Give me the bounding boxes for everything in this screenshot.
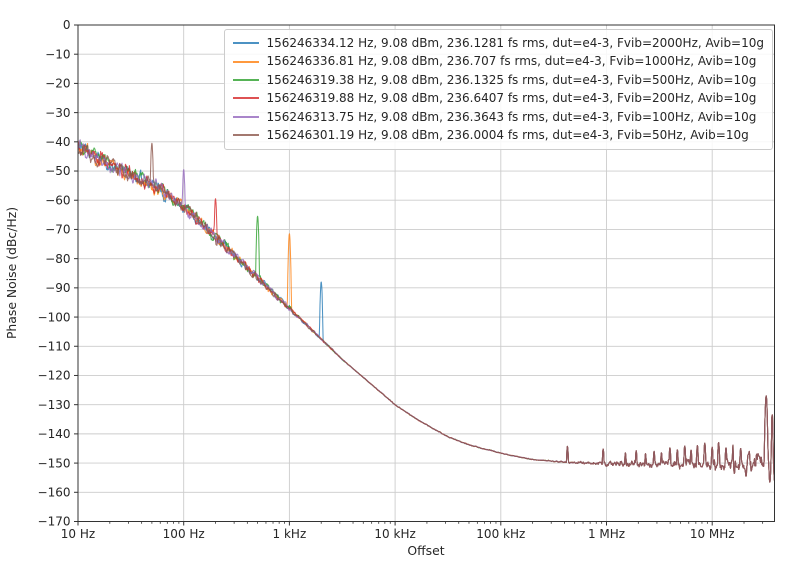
legend-entry-label: 156246319.38 Hz, 9.08 dBm, 236.1325 fs r… <box>266 72 757 87</box>
legend-entry: 156246319.88 Hz, 9.08 dBm, 236.6407 fs r… <box>233 89 764 107</box>
x-tick-label: 100 kHz <box>476 527 525 541</box>
legend-line-sample <box>233 134 260 137</box>
legend-entry-label: 156246301.19 Hz, 9.08 dBm, 236.0004 fs r… <box>266 127 749 142</box>
legend-entry: 156246334.12 Hz, 9.08 dBm, 236.1281 fs r… <box>233 34 764 52</box>
y-tick-label: −170 <box>38 515 71 529</box>
y-tick-label: −50 <box>45 164 70 178</box>
y-tick-label: −10 <box>45 47 70 61</box>
y-tick-label: −70 <box>45 223 70 237</box>
y-tick-label: −140 <box>38 427 71 441</box>
y-tick-label: −150 <box>38 456 71 470</box>
legend-entry-label: 156246336.81 Hz, 9.08 dBm, 236.707 fs rm… <box>266 54 757 69</box>
legend-entry: 156246336.81 Hz, 9.08 dBm, 236.707 fs rm… <box>233 52 764 70</box>
x-tick-label: 1 kHz <box>273 527 307 541</box>
y-tick-label: −30 <box>45 106 70 120</box>
y-tick-label: −90 <box>45 281 70 295</box>
y-tick-label: 0 <box>63 18 71 32</box>
y-tick-label: −120 <box>38 369 71 383</box>
y-tick-label: −20 <box>45 77 70 91</box>
x-tick-label: 10 Hz <box>61 527 95 541</box>
legend-box: 156246334.12 Hz, 9.08 dBm, 236.1281 fs r… <box>224 29 773 151</box>
legend-entry: 156246319.38 Hz, 9.08 dBm, 236.1325 fs r… <box>233 71 764 89</box>
legend-line-sample <box>233 97 260 100</box>
x-tick-label: 10 kHz <box>374 527 415 541</box>
series-line-fvib-50hz <box>78 142 775 483</box>
legend-line-sample <box>233 60 260 63</box>
x-tick-label: 100 Hz <box>163 527 205 541</box>
legend-entry-label: 156246313.75 Hz, 9.08 dBm, 236.3643 fs r… <box>266 109 757 124</box>
y-tick-label: −130 <box>38 398 71 412</box>
x-tick-label: 10 MHz <box>690 527 735 541</box>
axes-layer: 10 Hz 100 Hz 1 kHz 10 kHz 100 kHz 1 MHz 10 MHz… <box>38 18 775 541</box>
y-tick-label: −160 <box>38 485 71 499</box>
y-axis-label: Phase Noise (dBc/Hz) <box>4 207 19 339</box>
y-tick-label: −80 <box>45 252 70 266</box>
legend-entry: 156246313.75 Hz, 9.08 dBm, 236.3643 fs r… <box>233 108 764 126</box>
x-tick-label: 1 MHz <box>588 527 625 541</box>
y-tick-label: −40 <box>45 135 70 149</box>
legend-line-sample <box>233 115 260 118</box>
y-tick-label: −110 <box>38 339 71 353</box>
y-tick-label: −100 <box>38 310 71 324</box>
legend-entry-label: 156246334.12 Hz, 9.08 dBm, 236.1281 fs r… <box>266 36 764 50</box>
plot-spines <box>77 24 775 522</box>
series-layer <box>78 139 775 483</box>
legend-line-sample <box>233 78 260 81</box>
legend-entry: 156246301.19 Hz, 9.08 dBm, 236.0004 fs r… <box>233 126 764 144</box>
y-tick-label: −60 <box>45 193 70 207</box>
legend-entry-label: 156246319.88 Hz, 9.08 dBm, 236.6407 fs r… <box>266 91 757 106</box>
legend-line-sample <box>233 42 260 45</box>
x-axis-label: Offset <box>407 543 444 558</box>
